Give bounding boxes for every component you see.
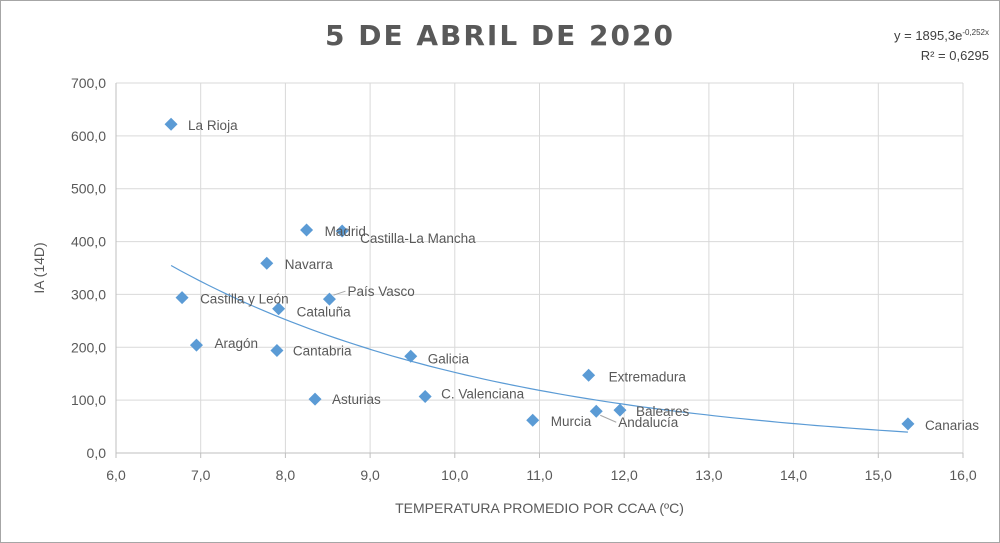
data-point-label: Aragón <box>214 336 258 351</box>
data-point-label: Galicia <box>428 351 470 366</box>
x-axis-title: TEMPERATURA PROMEDIO POR CCAA (ºC) <box>395 500 684 516</box>
data-points <box>164 117 915 431</box>
chart-title: 5 DE ABRIL DE 2020 <box>325 19 675 52</box>
trendline-equation: y = 1895,3e-0,252x R² = 0,6295 <box>894 23 989 66</box>
data-point-label: País Vasco <box>347 284 414 299</box>
y-tick-label: 600,0 <box>71 128 106 144</box>
data-point-label: Navarra <box>285 257 334 272</box>
y-axis-title: IA (14D) <box>31 242 47 293</box>
axes: 0,0 100,0 200,0 300,0 400,0 500,0 600,0 700,0 6,… <box>71 75 977 483</box>
data-point-marker <box>272 302 286 316</box>
data-point-label: La Rioja <box>188 118 238 133</box>
gridlines <box>116 82 964 453</box>
data-point-label: Castilla y León <box>200 292 289 307</box>
data-point-marker <box>901 417 915 431</box>
data-point-marker <box>526 413 540 427</box>
data-point-marker <box>260 256 274 270</box>
data-point-marker <box>270 343 284 357</box>
equation-prefix: y = 1895,3e <box>894 28 963 43</box>
data-point-label: Extremadura <box>609 369 687 384</box>
data-point-label: Murcia <box>551 414 592 429</box>
y-tick-label: 200,0 <box>71 339 106 355</box>
y-tick-label: 400,0 <box>71 234 106 250</box>
data-point-marker <box>589 404 603 418</box>
trendline-group <box>170 264 908 433</box>
data-point-marker <box>404 349 418 363</box>
x-tick-label: 15,0 <box>865 467 892 483</box>
x-tick-label: 12,0 <box>611 467 638 483</box>
x-tick-label: 6,0 <box>106 467 126 483</box>
data-point-marker <box>308 392 322 406</box>
data-point-marker <box>189 338 203 352</box>
data-point-marker <box>164 117 178 131</box>
data-point-label: Asturias <box>332 392 381 407</box>
equation-exponent: -0,252x <box>962 28 989 37</box>
label-leader-line <box>600 414 617 423</box>
data-point-marker <box>613 403 627 417</box>
x-tick-label: 7,0 <box>191 467 211 483</box>
x-tick-label: 11,0 <box>526 467 552 483</box>
trendline <box>170 264 908 433</box>
data-point-label: Canarias <box>925 418 979 433</box>
data-point-label: Andalucía <box>618 415 679 430</box>
x-tick-label: 13,0 <box>695 467 722 483</box>
data-point-label: C. Valenciana <box>441 386 525 401</box>
r-squared: R² = 0,6295 <box>920 48 989 63</box>
data-point-label: Baleares <box>636 404 690 419</box>
data-point-label: Cantabria <box>293 343 352 358</box>
y-tick-label: 300,0 <box>71 286 106 302</box>
data-point-marker <box>418 389 432 403</box>
data-point-marker <box>582 368 596 382</box>
x-tick-label: 10,0 <box>441 467 468 483</box>
y-tick-label: 500,0 <box>71 181 106 197</box>
y-tick-label: 100,0 <box>71 392 106 408</box>
x-tick-label: 9,0 <box>360 467 380 483</box>
x-tick-label: 8,0 <box>276 467 296 483</box>
x-tick-label: 16,0 <box>949 467 976 483</box>
y-tick-label: 700,0 <box>71 75 106 91</box>
data-point-label: Castilla-La Mancha <box>360 231 476 246</box>
data-point-marker <box>300 223 314 237</box>
label-leader-line <box>333 290 346 296</box>
data-point-marker <box>175 291 189 305</box>
y-tick-label: 0,0 <box>87 445 107 461</box>
data-point-label: Madrid <box>325 224 366 239</box>
data-point-label: Cataluña <box>297 305 352 320</box>
x-tick-label: 14,0 <box>780 467 807 483</box>
data-point-marker <box>322 292 336 306</box>
equation-line: y = 1895,3e-0,252x <box>894 23 989 46</box>
data-point-marker <box>335 224 349 238</box>
